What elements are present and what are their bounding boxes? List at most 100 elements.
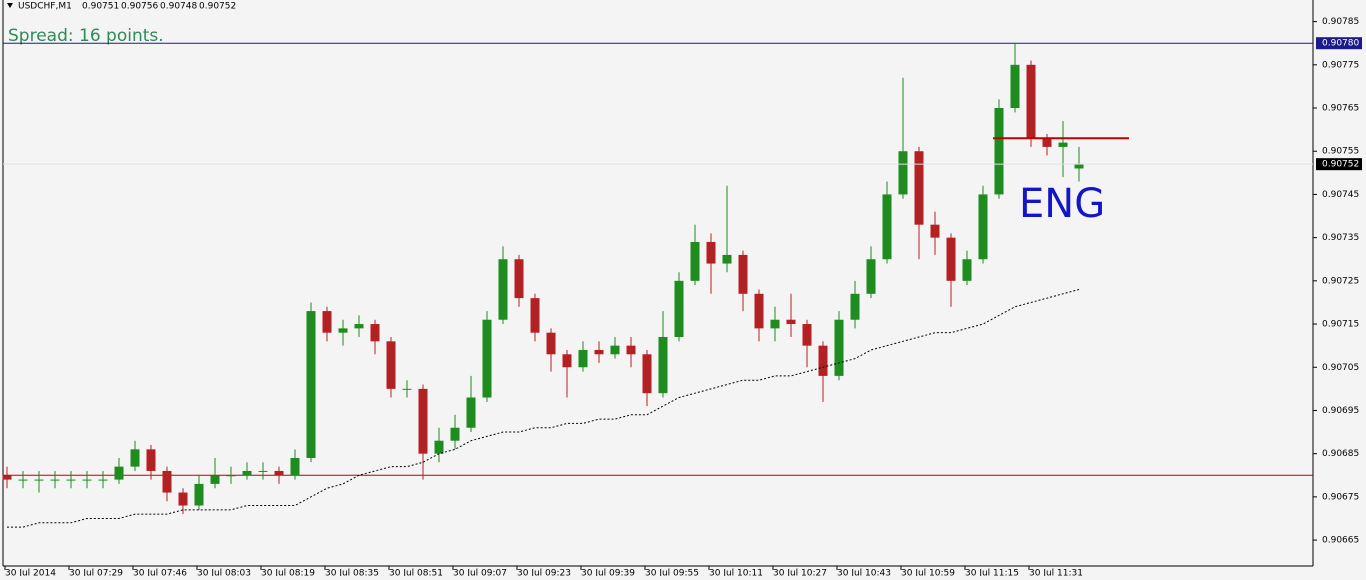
candle-body bbox=[738, 254, 748, 294]
candle-body bbox=[402, 388, 412, 390]
candle-body bbox=[1042, 138, 1052, 147]
candle-body bbox=[834, 319, 844, 376]
x-tick-label: 30 Jul 09:55 bbox=[645, 569, 699, 577]
y-tick-label: 0.90765 bbox=[1322, 104, 1359, 114]
candle-body bbox=[210, 475, 220, 484]
candle-body bbox=[610, 345, 620, 355]
candle-body bbox=[466, 397, 476, 428]
header-value: 0.90756 bbox=[121, 2, 158, 12]
candle-body bbox=[82, 479, 92, 481]
moving-average bbox=[7, 288, 1080, 528]
x-tick-label: 30 Jul 08:19 bbox=[261, 569, 315, 577]
candle-body bbox=[482, 319, 492, 398]
candle-body bbox=[130, 449, 140, 467]
annotation: ENG bbox=[1019, 181, 1105, 227]
candle-body bbox=[946, 237, 956, 281]
x-tick-label: 30 Jul 10:27 bbox=[773, 569, 827, 577]
candle-body bbox=[578, 349, 588, 368]
symbol: USDCHF,M1 bbox=[18, 2, 72, 12]
y-tick-label: 0.90715 bbox=[1322, 320, 1359, 330]
x-tick-label: 30 Jul 09:23 bbox=[517, 569, 571, 577]
candle-body bbox=[850, 293, 860, 320]
candle-body bbox=[866, 259, 876, 294]
candle-body bbox=[114, 466, 124, 480]
x-tick-label: 30 Jul 08:03 bbox=[197, 569, 251, 577]
candle-body bbox=[338, 328, 348, 333]
x-tick-label: 30 Jul 10:43 bbox=[837, 569, 891, 577]
x-tick-label: 30 Jul 11:15 bbox=[965, 569, 1019, 577]
candle-body bbox=[818, 345, 828, 376]
candle-body bbox=[274, 470, 284, 476]
y-tick-label: 0.90785 bbox=[1322, 17, 1359, 27]
header-value: 0.90748 bbox=[160, 2, 197, 12]
spread-text: Spread: 16 points. bbox=[8, 26, 164, 46]
candle-body bbox=[2, 475, 12, 480]
level-label: 0.90780 bbox=[1322, 39, 1359, 49]
candle-body bbox=[994, 108, 1004, 195]
candle-body bbox=[1010, 64, 1020, 109]
x-tick-label: 30 Jul 09:07 bbox=[453, 569, 507, 577]
candle-body bbox=[978, 194, 988, 260]
candle-body bbox=[18, 479, 28, 481]
candle-body bbox=[290, 457, 300, 476]
candle-body bbox=[530, 298, 540, 333]
candle-body bbox=[306, 311, 316, 458]
candle-body bbox=[1026, 64, 1036, 139]
candle-body bbox=[786, 319, 796, 325]
x-tick-label: 30 Jul 07:29 bbox=[69, 569, 123, 577]
y-tick-label: 0.90665 bbox=[1322, 536, 1359, 546]
candle-body bbox=[450, 427, 460, 441]
y-tick-label: 0.90735 bbox=[1322, 233, 1359, 243]
candle-body bbox=[386, 341, 396, 389]
candle-body bbox=[370, 324, 380, 342]
candle-body bbox=[146, 449, 156, 471]
candle-body bbox=[1058, 142, 1068, 147]
candle-body bbox=[642, 354, 652, 394]
candle-body bbox=[66, 479, 76, 481]
y-tick-label: 0.90685 bbox=[1322, 449, 1359, 459]
x-tick-label: 30 Jul 08:51 bbox=[389, 569, 443, 577]
candle-body bbox=[98, 479, 108, 481]
candle-body bbox=[1074, 164, 1084, 169]
x-tick-label: 30 Jul 2014 bbox=[5, 569, 56, 577]
candle-body bbox=[242, 470, 252, 476]
candle-body bbox=[546, 332, 556, 355]
y-tick-label: 0.90695 bbox=[1322, 406, 1359, 416]
last-price-box bbox=[1316, 158, 1362, 171]
menu-arrow[interactable] bbox=[7, 3, 13, 8]
candle-body bbox=[962, 259, 972, 281]
candle-body bbox=[194, 483, 204, 506]
x-tick-label: 30 Jul 08:35 bbox=[325, 569, 379, 577]
header-value: 0.90752 bbox=[199, 2, 236, 12]
level-box bbox=[1316, 37, 1362, 50]
x-tick-label: 30 Jul 11:31 bbox=[1029, 569, 1083, 577]
y-tick-label: 0.90705 bbox=[1322, 363, 1359, 373]
y-tick-label: 0.90675 bbox=[1322, 492, 1359, 502]
candle-body bbox=[658, 337, 668, 394]
candle-body bbox=[706, 241, 716, 264]
y-tick-label: 0.90775 bbox=[1322, 60, 1359, 70]
y-tick-label: 0.90755 bbox=[1322, 147, 1359, 157]
x-tick-label: 30 Jul 07:46 bbox=[133, 569, 187, 577]
candle-body bbox=[34, 479, 44, 481]
candle-body bbox=[770, 319, 780, 329]
candle-body bbox=[162, 470, 172, 493]
candle-body bbox=[802, 324, 812, 346]
candle-body bbox=[882, 194, 892, 260]
candle-body bbox=[434, 440, 444, 454]
candle-body bbox=[626, 345, 636, 355]
candle-body bbox=[722, 254, 732, 264]
x-tick-label: 30 Jul 10:59 bbox=[901, 569, 955, 577]
last-price-label: 0.90752 bbox=[1322, 160, 1359, 170]
candle-body bbox=[514, 259, 524, 299]
candle-body bbox=[354, 324, 364, 329]
candle-body bbox=[914, 151, 924, 225]
candle-body bbox=[226, 475, 236, 477]
x-tick-label: 30 Jul 09:39 bbox=[581, 569, 635, 577]
x-tick-label: 30 Jul 10:11 bbox=[709, 569, 763, 577]
candle-body bbox=[754, 293, 764, 329]
y-tick-label: 0.90745 bbox=[1322, 190, 1359, 200]
candle-body bbox=[690, 241, 700, 281]
